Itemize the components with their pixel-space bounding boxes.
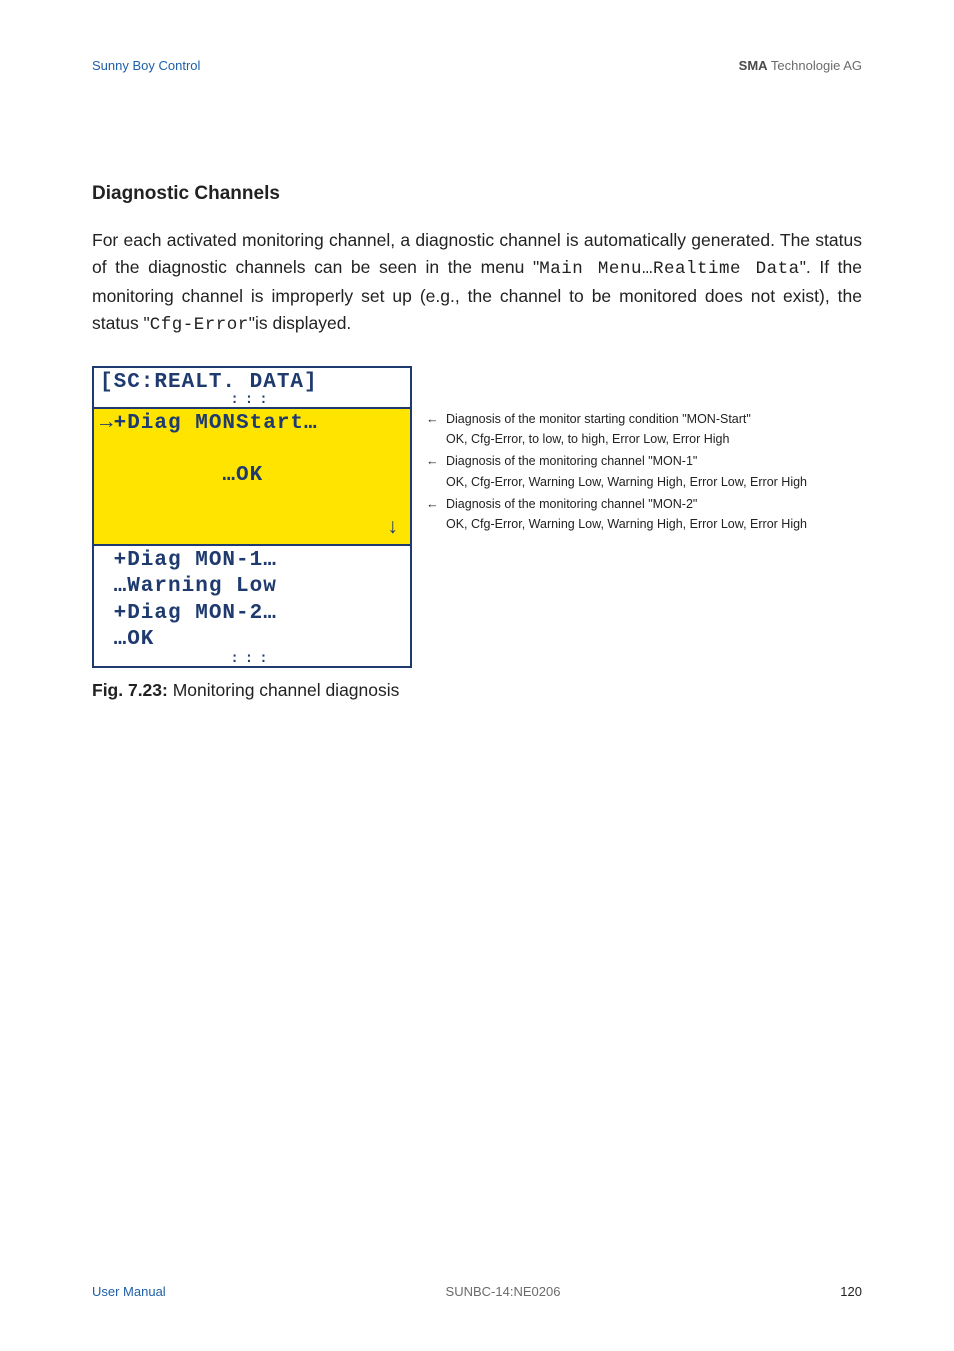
annotation-2: ← Diagnosis of the monitoring channel "M… (426, 452, 807, 471)
annotation-1-text: Diagnosis of the monitor starting condit… (446, 410, 807, 429)
footer-page-number: 120 (840, 1284, 862, 1299)
down-arrow-icon: ↓ (386, 516, 400, 542)
left-arrow-icon: ← (426, 452, 446, 471)
annotation-3: ← Diagnosis of the monitoring channel "M… (426, 495, 807, 514)
lcd-highlight: →+Diag MONStart… …OK ↓ (94, 407, 410, 546)
header-left: Sunny Boy Control (92, 58, 200, 73)
lcd-body-line1: +Diag MON-1… (100, 548, 404, 574)
body-paragraph: For each activated monitoring channel, a… (92, 227, 862, 340)
lcd-body: +Diag MON-1… …Warning Low +Diag MON-2… …… (94, 546, 410, 655)
header-right-bold: SMA (739, 58, 768, 73)
lcd-body-line4: …OK (100, 627, 404, 653)
header-right: SMA Technologie AG (739, 58, 862, 73)
lcd-body-line3: +Diag MON-2… (100, 601, 404, 627)
lcd-body-line2: …Warning Low (100, 574, 404, 600)
figure-text: Monitoring channel diagnosis (168, 680, 400, 700)
lcd-hl-line2-wrap: …OK ↓ (100, 437, 404, 542)
lcd-screen: [SC:REALT. DATA] ::: →+Diag MONStart… …O… (92, 366, 412, 669)
page-footer: User Manual SUNBC-14:NE0206 120 (92, 1284, 862, 1299)
header-right-rest: Technologie AG (768, 58, 862, 73)
left-arrow-icon: ← (426, 495, 446, 514)
figure-label: Fig. 7.23: (92, 680, 168, 700)
annotation-1: ← Diagnosis of the monitor starting cond… (426, 410, 807, 429)
lcd-hl-line2: …OK (209, 464, 263, 487)
annotation-1-sub: OK, Cfg-Error, to low, to high, Error Lo… (426, 430, 807, 449)
lcd-dots-top: ::: (94, 396, 410, 407)
annotation-2-text: Diagnosis of the monitoring channel "MON… (446, 452, 807, 471)
left-arrow-icon: ← (426, 410, 446, 429)
annotation-3-text: Diagnosis of the monitoring channel "MON… (446, 495, 807, 514)
lcd-dots-bottom: ::: (94, 655, 410, 666)
section-title: Diagnostic Channels (92, 183, 862, 205)
annotations: ← Diagnosis of the monitor starting cond… (412, 366, 807, 538)
para-post1: "is displayed. (249, 313, 352, 333)
para-code2: Cfg-Error (150, 315, 249, 335)
lcd-hl-line1: →+Diag MONStart… (100, 411, 404, 437)
footer-mid: SUNBC-14:NE0206 (446, 1284, 561, 1299)
page-header: Sunny Boy Control SMA Technologie AG (92, 58, 862, 73)
diagram-row: [SC:REALT. DATA] ::: →+Diag MONStart… …O… (92, 366, 862, 669)
para-code1: Main Menu…Realtime Data (539, 259, 800, 279)
annotation-3-sub: OK, Cfg-Error, Warning Low, Warning High… (426, 515, 807, 534)
annotation-2-sub: OK, Cfg-Error, Warning Low, Warning High… (426, 473, 807, 492)
figure-caption: Fig. 7.23: Monitoring channel diagnosis (92, 680, 862, 701)
footer-left: User Manual (92, 1284, 166, 1299)
